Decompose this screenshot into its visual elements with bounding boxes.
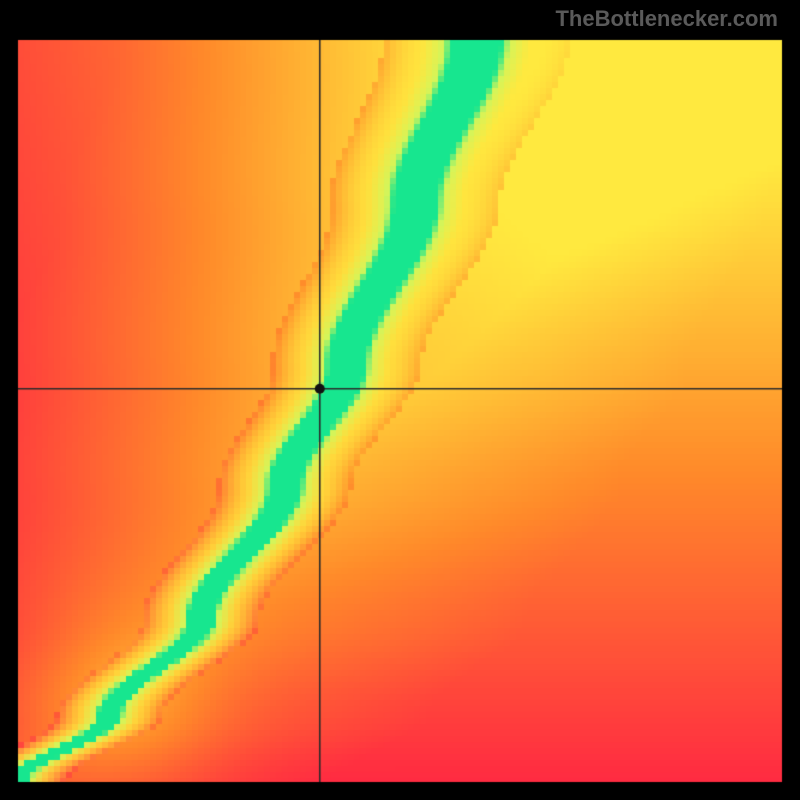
heatmap-canvas [0, 0, 800, 800]
root-container: TheBottlenecker.com [0, 0, 800, 800]
watermark-text: TheBottlenecker.com [555, 6, 778, 32]
